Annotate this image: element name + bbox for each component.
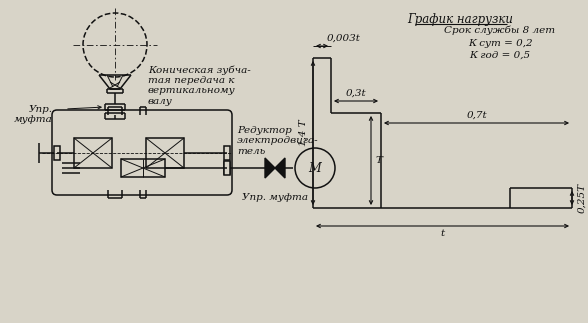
Text: Срок службы 8 лет: Срок службы 8 лет [445,25,556,35]
Text: График нагрузки: График нагрузки [407,13,513,26]
Text: К год = 0,5: К год = 0,5 [469,51,530,60]
Text: 0,003t: 0,003t [327,34,361,43]
Text: М: М [309,162,322,174]
Text: 0,7t: 0,7t [466,111,487,120]
Text: Коническая зубча-
тая передача к
вертикальному
валу: Коническая зубча- тая передача к вертика… [148,65,250,106]
Bar [54,146,60,160]
Polygon shape [275,158,285,178]
Polygon shape [265,158,275,178]
Text: 0,25Т: 0,25Т [577,183,586,213]
Text: Упр.
муфта: Упр. муфта [14,105,53,124]
Text: Т: Т [376,156,383,165]
Bar [224,146,230,160]
Text: t: t [440,229,445,238]
Text: К сут = 0,2: К сут = 0,2 [467,39,532,48]
Text: Редуктор
электродвига-
тель: Редуктор электродвига- тель [237,126,319,156]
Bar [224,162,230,174]
Text: Упр. муфта: Упр. муфта [242,193,308,202]
Bar [74,138,112,168]
Bar [146,138,184,168]
Text: 1,4 Т: 1,4 Т [299,120,308,146]
Bar [224,161,230,175]
Bar [121,159,165,177]
Text: 0,3t: 0,3t [346,89,366,98]
